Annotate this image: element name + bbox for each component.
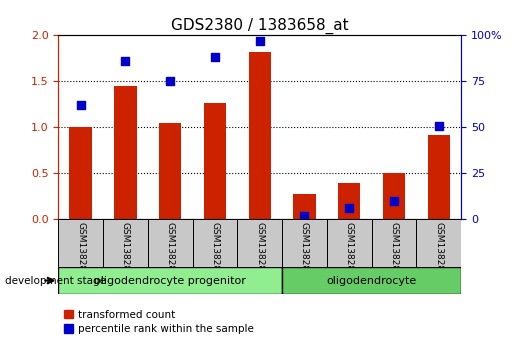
Bar — [249, 52, 271, 219]
Bar — [428, 135, 450, 219]
Point — [390, 198, 398, 204]
Bar — [383, 173, 405, 219]
Point — [435, 123, 443, 129]
Text: oligodendrocyte: oligodendrocyte — [326, 275, 417, 286]
Bar — [114, 86, 137, 219]
Point — [76, 103, 85, 108]
Bar — [103, 219, 148, 267]
Bar — [204, 103, 226, 219]
Bar — [417, 219, 461, 267]
Text: GSM138287: GSM138287 — [390, 222, 399, 277]
Text: GSM138285: GSM138285 — [300, 222, 309, 277]
Text: GSM138283: GSM138283 — [210, 222, 219, 277]
Text: development stage: development stage — [5, 276, 107, 286]
Bar — [58, 267, 282, 294]
Bar — [159, 123, 181, 219]
Text: GSM138280: GSM138280 — [76, 222, 85, 277]
Point — [211, 55, 219, 60]
Text: oligodendrocyte progenitor: oligodendrocyte progenitor — [94, 275, 246, 286]
Bar — [372, 219, 417, 267]
Bar — [338, 183, 360, 219]
Title: GDS2380 / 1383658_at: GDS2380 / 1383658_at — [171, 18, 349, 34]
Bar — [69, 127, 92, 219]
Bar — [293, 194, 316, 219]
Text: GSM138281: GSM138281 — [121, 222, 130, 277]
Bar — [282, 219, 327, 267]
Bar — [282, 267, 461, 294]
Bar — [327, 219, 372, 267]
Bar — [58, 219, 103, 267]
Point — [300, 213, 308, 219]
Legend: transformed count, percentile rank within the sample: transformed count, percentile rank withi… — [64, 310, 254, 334]
Point — [255, 38, 264, 44]
Bar — [148, 219, 192, 267]
Bar — [237, 219, 282, 267]
Text: GSM138286: GSM138286 — [344, 222, 354, 277]
Point — [345, 206, 354, 211]
Point — [166, 79, 174, 84]
Text: GSM138284: GSM138284 — [255, 222, 264, 276]
Text: GSM138288: GSM138288 — [434, 222, 443, 277]
Point — [121, 58, 130, 64]
Text: GSM138282: GSM138282 — [166, 222, 175, 276]
Bar — [192, 219, 237, 267]
